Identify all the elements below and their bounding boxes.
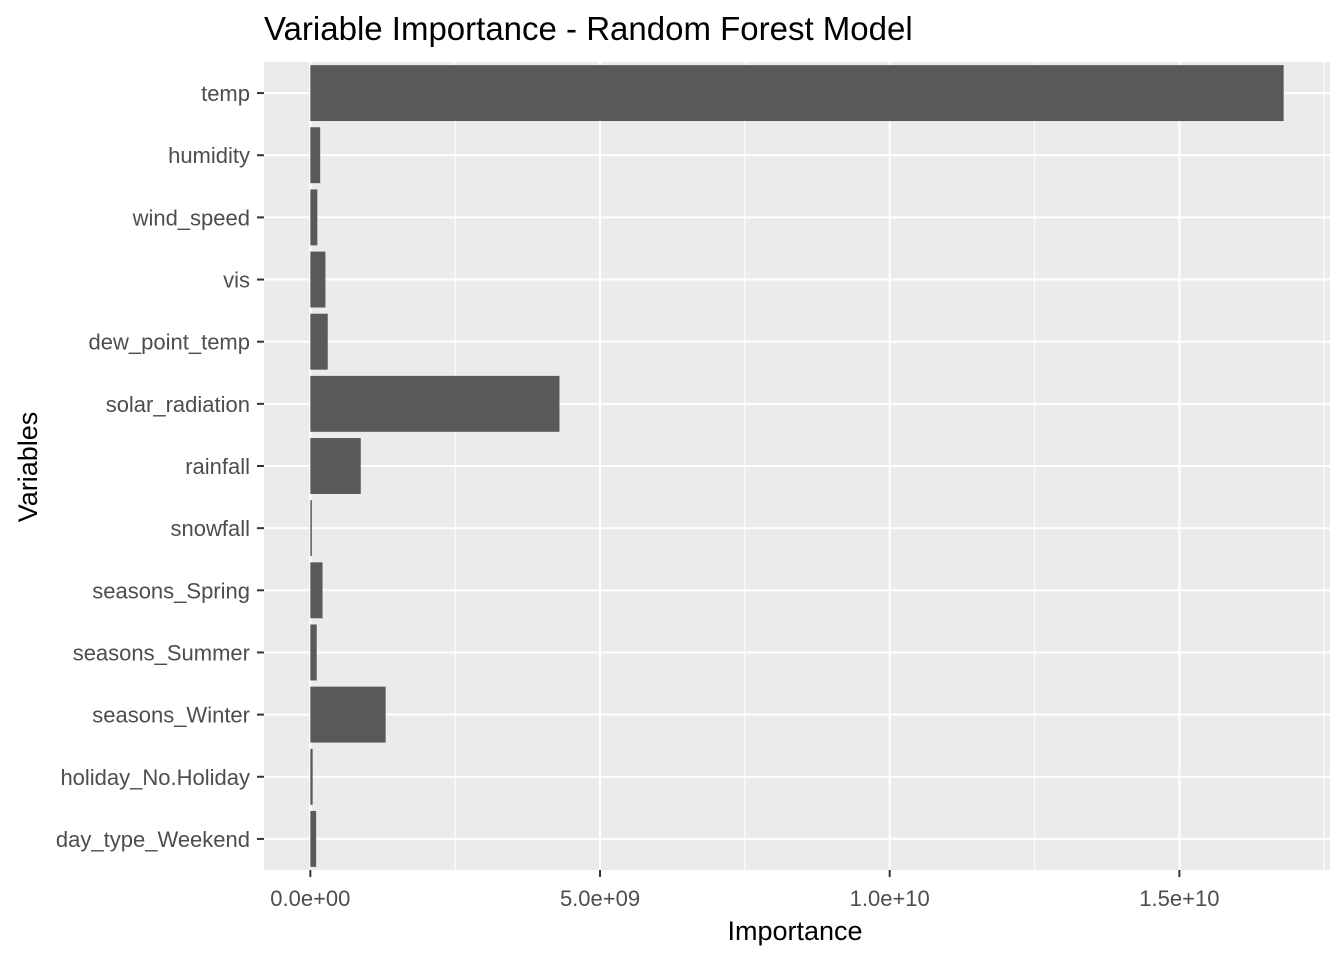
bar-dew_point_temp xyxy=(310,313,328,370)
bar-temp xyxy=(310,65,1284,122)
x-tick-label: 5.0e+09 xyxy=(560,886,640,911)
bar-rainfall xyxy=(310,438,361,494)
y-tick-label: holiday_No.Holiday xyxy=(60,765,250,790)
bar-seasons_Spring xyxy=(310,562,323,619)
bar-day_type_Weekend xyxy=(310,810,317,867)
bar-seasons_Winter xyxy=(310,686,386,743)
y-tick-label: rainfall xyxy=(185,454,250,479)
y-tick-label: vis xyxy=(223,268,250,293)
y-tick-label: snowfall xyxy=(171,516,250,541)
bar-humidity xyxy=(310,127,321,184)
chart-title: Variable Importance - Random Forest Mode… xyxy=(264,10,913,47)
x-tick-label: 1.0e+10 xyxy=(850,886,930,911)
x-tick-label: 0.0e+00 xyxy=(270,886,350,911)
y-tick-label: temp xyxy=(201,81,250,106)
y-tick-label: seasons_Summer xyxy=(73,640,250,665)
x-axis-title: Importance xyxy=(727,916,862,946)
y-tick-label: dew_point_temp xyxy=(89,330,250,355)
bar-holiday_No.Holiday xyxy=(310,748,313,805)
bar-solar_radiation xyxy=(310,375,560,432)
x-tick-label: 1.5e+10 xyxy=(1139,886,1219,911)
bar-snowfall xyxy=(310,500,312,557)
bar-wind_speed xyxy=(310,189,318,246)
bar-vis xyxy=(310,251,326,308)
y-tick-label: seasons_Spring xyxy=(92,578,250,603)
bars-group xyxy=(310,65,1284,867)
y-tick-label: day_type_Weekend xyxy=(56,827,250,852)
y-tick-label: seasons_Winter xyxy=(92,703,250,728)
bar-seasons_Summer xyxy=(310,624,317,681)
y-tick-label: solar_radiation xyxy=(106,392,250,417)
y-tick-label: wind_speed xyxy=(132,205,250,230)
x-axis: 0.0e+00 5.0e+09 1.0e+10 1.5e+10 xyxy=(270,870,1219,911)
y-axis-title: Variables xyxy=(13,412,43,523)
y-tick-label: humidity xyxy=(168,143,250,168)
